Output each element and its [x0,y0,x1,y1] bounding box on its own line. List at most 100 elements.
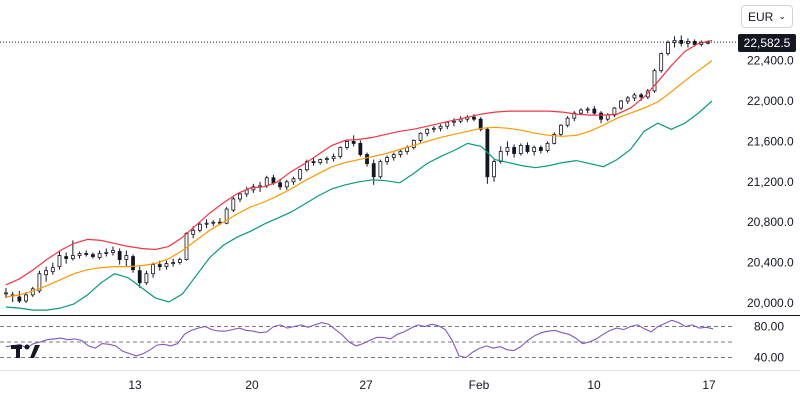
candle[interactable] [291,176,296,185]
candle[interactable] [24,291,28,303]
candle[interactable] [97,250,102,260]
lower-band-line[interactable] [5,100,713,311]
candle[interactable] [652,68,657,93]
rsi-pane[interactable] [0,319,735,359]
candle[interactable] [238,191,242,202]
candle[interactable] [599,111,603,124]
candle[interactable] [44,266,49,282]
upper-band-line[interactable] [5,39,713,286]
candle[interactable] [532,145,537,156]
candle[interactable] [545,141,550,153]
candle[interactable] [278,178,283,190]
candle[interactable] [572,111,577,122]
candle[interactable] [411,139,416,150]
currency-select[interactable]: EUR ⌄ [741,5,793,28]
candle[interactable] [365,152,369,167]
time-axis[interactable]: 13 20 27 Feb 10 17 [128,378,716,392]
price-pane[interactable] [0,35,800,371]
candle[interactable] [552,132,557,145]
candle[interactable] [318,158,323,165]
candle[interactable] [77,251,82,259]
candle[interactable] [452,118,456,127]
price-axis[interactable]: 22,400.0 22,000.0 21,600.0 21,200.0 20,800.0… [747,54,794,310]
candle[interactable] [672,36,677,48]
candle[interactable] [171,258,176,267]
candle[interactable] [485,127,490,184]
candle[interactable] [164,260,169,270]
candle[interactable] [231,196,236,213]
rsi-line[interactable] [5,319,714,359]
candle[interactable] [385,155,389,165]
candle[interactable] [431,126,436,133]
candle[interactable] [151,262,155,278]
candle[interactable] [298,168,303,181]
candle[interactable] [512,144,517,158]
candle[interactable] [391,152,396,161]
candle[interactable] [84,250,89,257]
candle[interactable] [4,287,8,298]
candle[interactable] [211,220,216,227]
candle[interactable] [331,153,336,162]
candle[interactable] [244,186,249,197]
middle-band-line[interactable] [5,60,713,298]
candle[interactable] [351,135,356,147]
candle[interactable] [679,35,684,47]
candle[interactable] [425,128,430,137]
candle[interactable] [398,149,403,158]
candle[interactable] [418,132,423,143]
candle[interactable] [144,270,149,285]
candle[interactable] [17,290,22,303]
candle[interactable] [325,156,329,164]
candle[interactable] [37,270,42,293]
candle[interactable] [525,142,530,154]
candle[interactable] [57,250,62,270]
candle[interactable] [538,145,543,154]
candle[interactable] [177,257,182,265]
candle[interactable] [619,99,623,111]
candle[interactable] [565,116,570,128]
candle[interactable] [492,159,496,182]
time-tick-label: 17 [702,378,716,392]
candle[interactable] [358,140,363,157]
candle[interactable] [632,92,637,101]
candle[interactable] [665,40,670,56]
candle-body-up [559,124,563,135]
candle[interactable] [371,159,376,185]
candle[interactable] [625,95,630,105]
rsi-axis[interactable]: 80.00 40.00 [754,320,784,365]
candle[interactable] [505,141,510,156]
candle[interactable] [104,248,109,257]
candle[interactable] [91,252,95,259]
candle[interactable] [204,219,209,229]
candle[interactable] [559,124,563,137]
candle[interactable] [585,107,590,114]
candle[interactable] [338,146,343,159]
candle[interactable] [311,157,316,166]
candle-body-down [137,270,142,284]
candle[interactable] [686,38,690,48]
candle[interactable] [284,179,289,190]
candle[interactable] [117,248,122,265]
candle[interactable] [659,52,664,73]
candle[interactable] [131,254,135,273]
candle[interactable] [438,124,443,132]
candle[interactable] [518,143,523,156]
candle[interactable] [378,159,383,179]
candle[interactable] [612,107,617,118]
tradingview-logo[interactable] [11,342,43,360]
candle[interactable] [345,139,349,150]
candle[interactable] [137,266,142,288]
candle[interactable] [224,207,229,225]
candle[interactable] [592,106,597,116]
candle[interactable] [465,115,470,123]
candle[interactable] [64,252,69,264]
candle[interactable] [124,250,129,267]
candle[interactable] [251,183,256,193]
price-tick-label: 20,400.0 [747,256,794,270]
candle[interactable] [50,262,55,275]
candle[interactable] [458,116,463,124]
candle[interactable] [197,222,202,233]
candle[interactable] [111,246,115,256]
candle[interactable] [10,291,15,302]
